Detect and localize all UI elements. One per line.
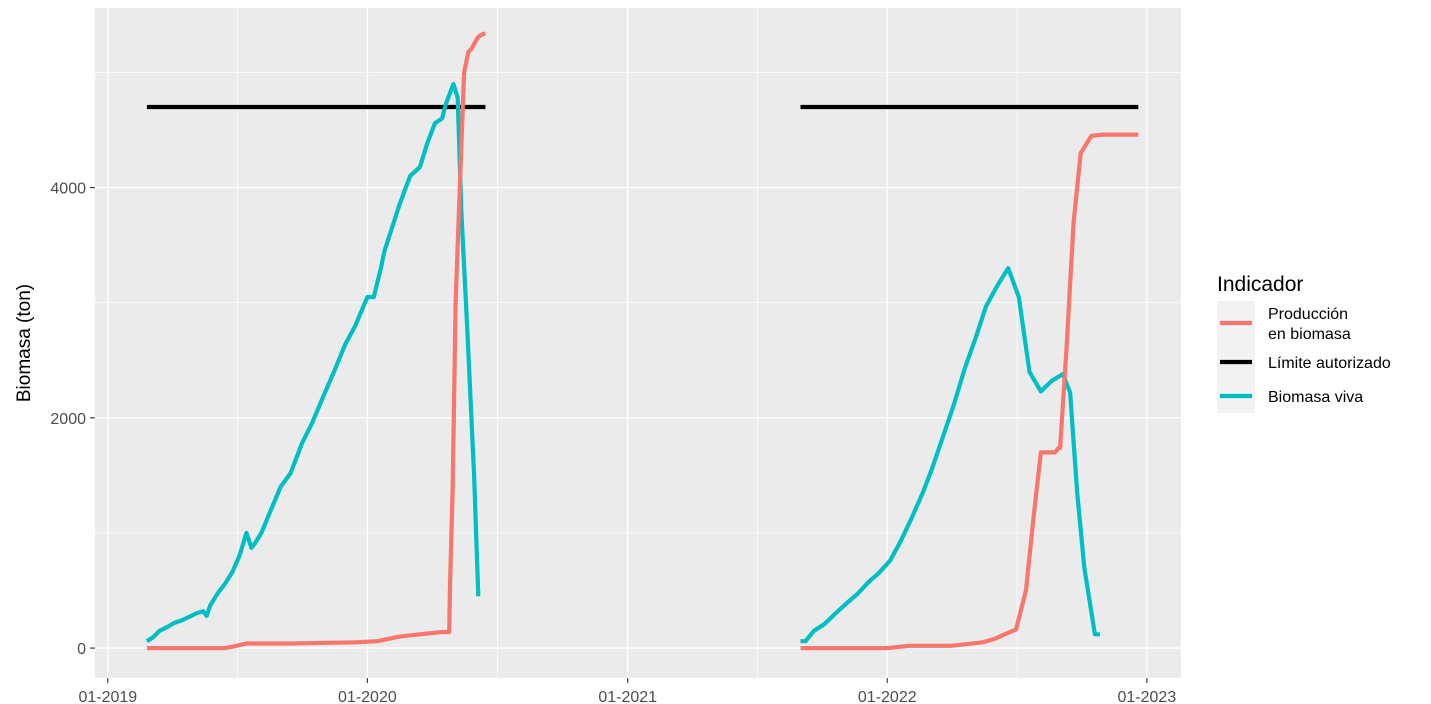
legend-entry-biomasa: Biomasa viva [1217, 379, 1363, 413]
x-tick-label: 01-2022 [858, 689, 917, 704]
x-tick-label: 01-2019 [78, 689, 137, 704]
y-tick-label: 0 [77, 641, 86, 658]
grid-minor [95, 8, 1181, 678]
legend-title: Indicador [1217, 273, 1303, 296]
x-tick-label: 01-2020 [338, 689, 397, 704]
series-produccion [146, 31, 1139, 651]
series-layer [145, 31, 1139, 651]
plot-panel [95, 8, 1181, 678]
legend-keys: Producción en biomasa Límite autorizado Bio… [1217, 301, 1391, 413]
legend-label-produccion: en biomasa [1268, 326, 1351, 343]
legend-label-biomasa: Biomasa viva [1268, 389, 1363, 406]
legend-label-limite: Límite autorizado [1268, 355, 1391, 372]
y-axis: 0 2000 4000 [50, 181, 95, 658]
legend-entry-produccion: Producción en biomasa [1217, 301, 1351, 345]
y-axis-title: Biomasa (ton) [14, 284, 35, 402]
legend-entry-limite: Límite autorizado [1217, 345, 1391, 379]
series-line-produccion [800, 132, 1139, 651]
x-axis: 01-2019 01-2020 01-2021 01-2022 01-2023 [78, 678, 1176, 704]
series-line-biomasa [145, 81, 481, 643]
x-tick-label: 01-2021 [598, 689, 657, 704]
series-line-produccion [146, 31, 487, 651]
y-tick-label: 2000 [50, 411, 86, 428]
x-tick-label: 01-2023 [1118, 689, 1177, 704]
legend-label-produccion: Producción [1268, 306, 1348, 323]
y-tick-label: 4000 [50, 181, 86, 198]
legend: Indicador Producción en biomasa Límite aut… [1217, 273, 1391, 413]
